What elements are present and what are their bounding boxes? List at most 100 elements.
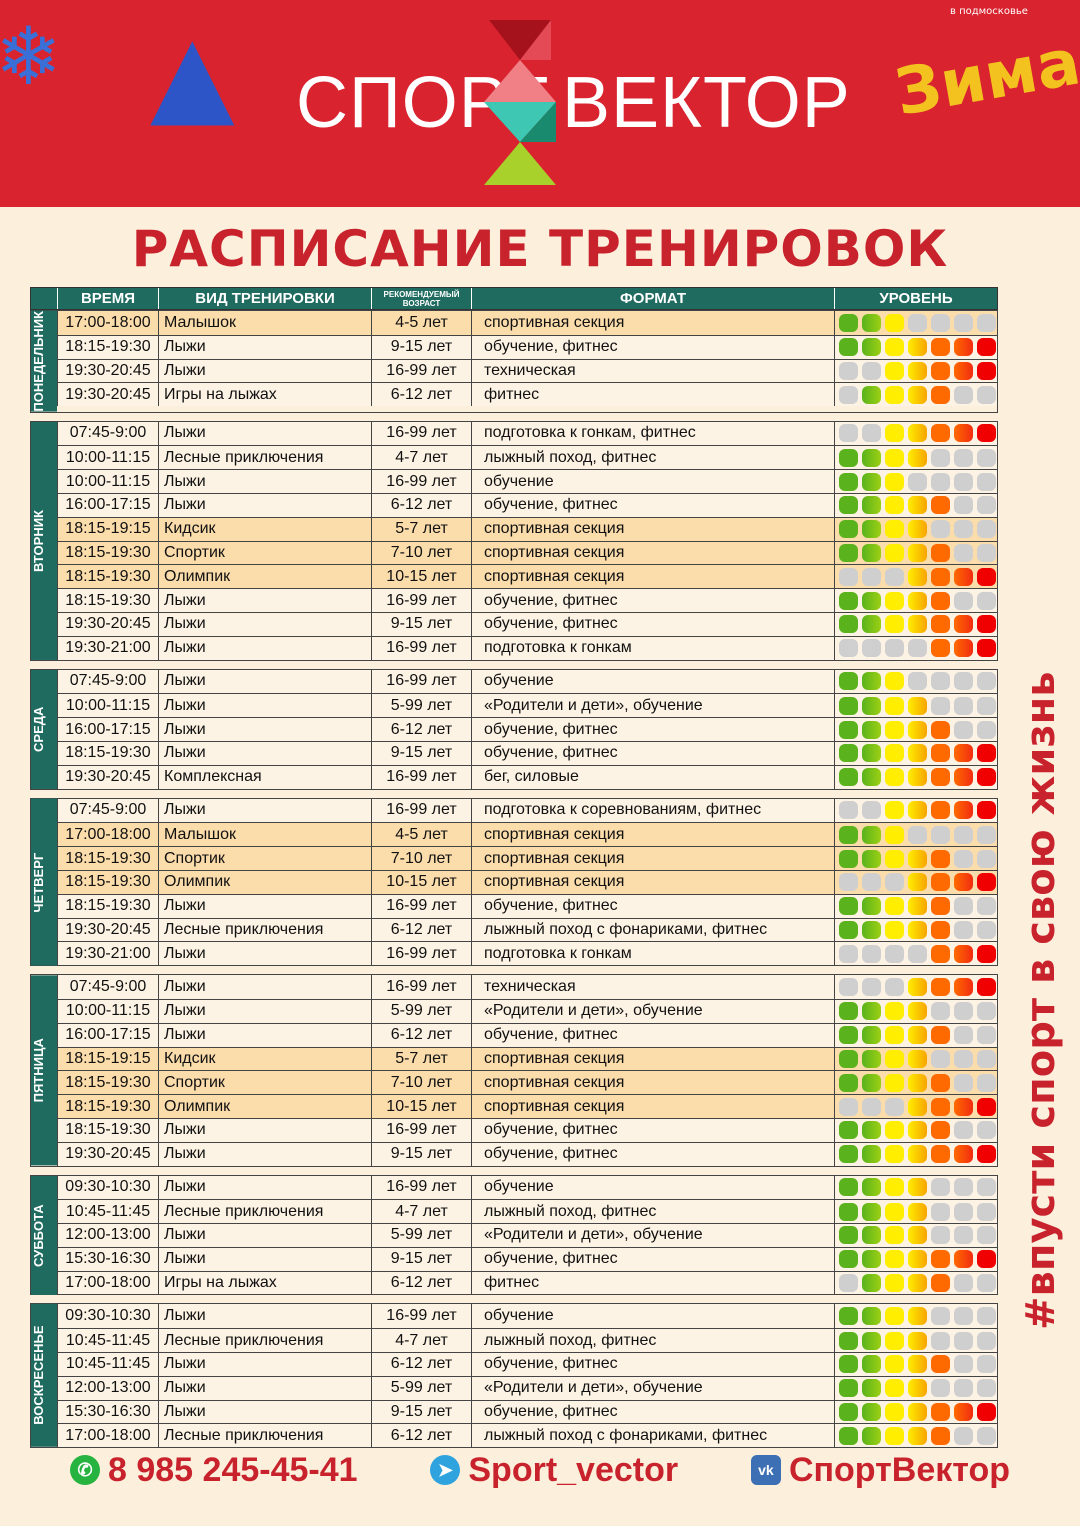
level-dot	[977, 897, 996, 916]
level-dot	[839, 720, 858, 739]
format-cell: обучение, фитнес	[471, 1400, 834, 1424]
level-dot	[908, 1049, 927, 1068]
level-dot	[908, 448, 927, 467]
level-dot	[839, 424, 858, 443]
vk-text: СпортВектор	[788, 1450, 1010, 1489]
type-cell: Лыжи	[158, 1023, 371, 1047]
level-dot	[839, 1002, 858, 1021]
level-dot	[908, 696, 927, 715]
type-cell: Лыжи	[158, 335, 371, 359]
level-dot	[931, 1307, 950, 1326]
level-dot	[931, 873, 950, 892]
level-dot	[977, 1002, 996, 1021]
level-dot	[977, 825, 996, 844]
type-cell: Лыжи	[158, 942, 371, 966]
type-cell: Кидсик	[158, 517, 371, 541]
level-dot	[908, 1202, 927, 1221]
table-row: 18:15-19:30 Спортик 7-10 лет спортивная сек…	[57, 540, 997, 565]
time-cell: 18:15-19:30	[57, 589, 158, 612]
level-dot	[885, 1426, 904, 1445]
level-cell	[834, 765, 997, 789]
level-cell	[834, 311, 997, 335]
level-dot	[862, 1002, 881, 1021]
table-row: 19:30-20:45 Лыжи 9-15 лет обучение, фитнес	[57, 1141, 997, 1166]
level-dot	[954, 385, 973, 404]
day-label: ЧЕТВЕРГ	[31, 798, 57, 966]
level-dot	[954, 338, 973, 357]
type-cell: Лесные приключения	[158, 1200, 371, 1224]
time-cell: 18:15-19:15	[57, 1047, 158, 1071]
format-cell: фитнес	[471, 1271, 834, 1295]
level-dot	[908, 385, 927, 404]
level-dot	[954, 849, 973, 868]
table-row: 18:15-19:30 Олимпик 10-15 лет спортивная се…	[57, 869, 997, 894]
format-cell: «Родители и дети», обучение	[471, 694, 834, 718]
level-dot	[839, 1274, 858, 1293]
level-cell	[834, 636, 997, 660]
level-dot	[931, 1379, 950, 1398]
level-dot	[885, 567, 904, 586]
age-cell: 10-15 лет	[371, 565, 471, 589]
level-dot	[839, 978, 858, 997]
telegram-contact[interactable]: ➤ Sport_vector	[430, 1451, 678, 1490]
level-dot	[977, 338, 996, 357]
level-dot	[839, 1097, 858, 1116]
level-dot	[885, 1049, 904, 1068]
level-dot	[908, 849, 927, 868]
level-dot	[885, 1026, 904, 1045]
level-dot	[839, 639, 858, 658]
level-dot	[839, 543, 858, 562]
snowflake-icon: ❄	[0, 10, 63, 103]
table-row: 18:15-19:15 Кидсик 5-7 лет спортивная секци…	[57, 1046, 997, 1071]
level-dot	[839, 361, 858, 380]
level-dot	[977, 520, 996, 539]
phone-contact[interactable]: ✆ 8 985 245-45-41	[70, 1451, 358, 1490]
level-dot	[885, 1250, 904, 1269]
format-cell: бег, силовые	[471, 765, 834, 789]
table-row: 18:15-19:30 Спортик 7-10 лет спортивная сек…	[57, 846, 997, 870]
level-dot	[954, 1121, 973, 1140]
level-dot	[862, 472, 881, 491]
level-dot	[954, 361, 973, 380]
table-row: 18:15-19:30 Лыжи 9-15 лет обучение, фитнес	[57, 740, 997, 765]
format-cell: обучение, фитнес	[471, 1247, 834, 1271]
age-cell: 4-7 лет	[371, 446, 471, 470]
level-dot	[908, 1226, 927, 1245]
level-cell	[834, 1023, 997, 1047]
table-row: 19:30-20:45 Игры на лыжах 6-12 лет фитнес	[57, 382, 997, 407]
format-cell: обучение, фитнес	[471, 612, 834, 636]
table-row: 10:00-11:15 Лесные приключения 4-7 лет лыжн…	[57, 445, 997, 470]
day-label: ПОНЕДЕЛЬНИК	[31, 311, 57, 412]
level-dot	[931, 768, 950, 787]
time-cell: 10:00-11:15	[57, 446, 158, 470]
level-dot	[931, 720, 950, 739]
logo-mark-icon	[484, 20, 556, 185]
type-cell: Лесные приключения	[158, 446, 371, 470]
time-cell: 19:30-21:00	[57, 942, 158, 966]
level-dot	[885, 1355, 904, 1374]
level-dot	[839, 1355, 858, 1374]
type-cell: Лесные приключения	[158, 1424, 371, 1448]
level-dot	[977, 1403, 996, 1422]
level-cell	[834, 1353, 997, 1376]
level-dot	[839, 1403, 858, 1422]
level-dot	[839, 1073, 858, 1092]
level-dot	[931, 1355, 950, 1374]
level-dot	[977, 1073, 996, 1092]
level-dot	[862, 1202, 881, 1221]
level-dot	[931, 615, 950, 634]
level-dot	[908, 1121, 927, 1140]
time-cell: 18:15-19:30	[57, 1118, 158, 1142]
level-dot	[908, 873, 927, 892]
vk-contact[interactable]: vk СпортВектор	[750, 1450, 1010, 1490]
table-row: 09:30-10:30 Лыжи 16-99 лет обучение	[57, 1175, 997, 1200]
level-dot	[862, 1226, 881, 1245]
age-cell: 16-99 лет	[371, 421, 471, 446]
level-dot	[954, 944, 973, 963]
format-cell: обучение, фитнес	[471, 718, 834, 741]
table-row: 17:00-18:00 Малышок 4-5 лет спортивная секц…	[57, 822, 997, 847]
level-cell	[834, 1142, 997, 1166]
level-dot	[977, 744, 996, 763]
level-dot	[908, 313, 927, 332]
table-row: 09:30-10:30 Лыжи 16-99 лет обучение	[57, 1304, 997, 1329]
